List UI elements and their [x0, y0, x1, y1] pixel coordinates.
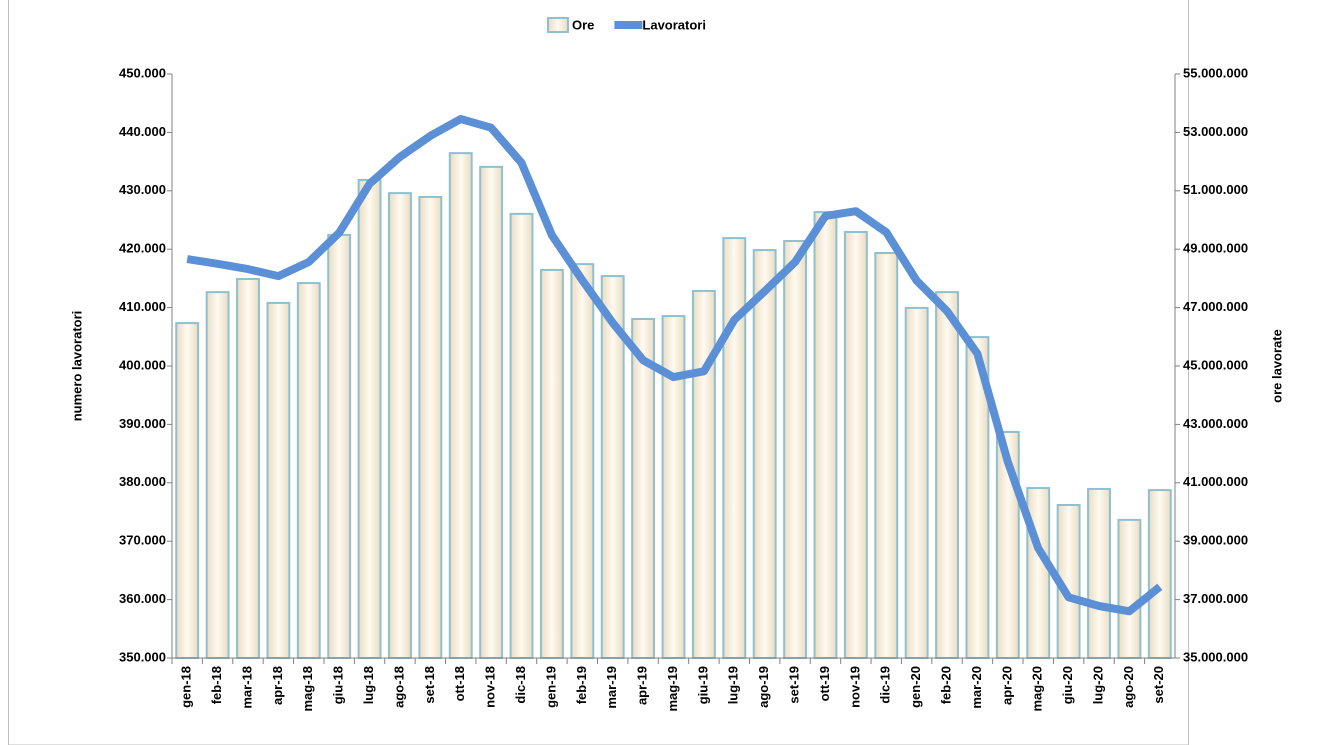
y-tick-label: 450.000 — [119, 65, 166, 80]
x-tick-label: giu-18 — [331, 666, 346, 704]
x-tick-label: set-19 — [787, 666, 802, 704]
x-tick-label: set-18 — [422, 666, 437, 704]
y2-tick-label: 53.000.000 — [1183, 124, 1248, 139]
bar — [722, 237, 747, 659]
y-tick-label: 370.000 — [119, 533, 166, 548]
bar — [1026, 487, 1051, 659]
bar — [175, 322, 200, 659]
x-tick-label: mar-19 — [604, 666, 619, 709]
x-tick-label: lug-20 — [1090, 666, 1105, 704]
bar — [327, 233, 352, 659]
bar — [1147, 489, 1172, 659]
y2-axis-title: ore lavorate — [1269, 329, 1284, 403]
x-tick-label: giu-20 — [1060, 666, 1075, 704]
y2-tick-label: 35.000.000 — [1183, 649, 1248, 664]
x-tick-label: gen-18 — [179, 666, 194, 708]
x-tick-label: ago-18 — [391, 666, 406, 708]
y2-tick-label: 41.000.000 — [1183, 474, 1248, 489]
y-tick-label: 350.000 — [119, 649, 166, 664]
bar — [691, 289, 716, 659]
x-tick-label: feb-19 — [574, 666, 589, 704]
y-tick-label: 420.000 — [119, 241, 166, 256]
x-tick-label: ago-20 — [1121, 666, 1136, 708]
legend-swatch — [547, 17, 569, 33]
bar — [266, 301, 291, 659]
chart-frame — [8, 0, 1189, 745]
bar — [570, 263, 595, 659]
y-tick-label: 410.000 — [119, 299, 166, 314]
y-tick-label: 360.000 — [119, 591, 166, 606]
legend-label: Ore — [572, 17, 594, 32]
y2-tick-label: 37.000.000 — [1183, 591, 1248, 606]
x-tick-label: apr-19 — [635, 666, 650, 705]
bar — [509, 212, 534, 659]
bar — [418, 195, 443, 659]
y-tick-label: 390.000 — [119, 416, 166, 431]
bar — [843, 230, 868, 660]
x-tick-label: gen-20 — [908, 666, 923, 708]
bar — [479, 165, 504, 660]
bar — [1117, 518, 1142, 659]
y-tick-label: 440.000 — [119, 124, 166, 139]
x-tick-label: feb-18 — [209, 666, 224, 704]
x-tick-label: set-20 — [1151, 666, 1166, 704]
x-tick-label: mar-18 — [239, 666, 254, 709]
bar — [874, 251, 899, 659]
x-tick-label: apr-20 — [999, 666, 1014, 705]
x-tick-label: mag-20 — [1030, 666, 1045, 712]
line — [186, 115, 1163, 616]
x-tick-label: giu-19 — [695, 666, 710, 704]
bar — [205, 291, 230, 659]
legend-label: Lavoratori — [642, 17, 706, 32]
y2-tick-label: 45.000.000 — [1183, 357, 1248, 372]
bar — [1087, 487, 1111, 659]
bar — [448, 152, 473, 660]
x-tick-label: mag-18 — [300, 666, 315, 712]
bar — [236, 277, 260, 659]
bar — [631, 317, 656, 659]
y2-tick-label: 55.000.000 — [1183, 65, 1248, 80]
y2-tick-label: 47.000.000 — [1183, 299, 1248, 314]
y2-tick-label: 51.000.000 — [1183, 182, 1248, 197]
x-tick-label: ago-19 — [756, 666, 771, 708]
bar — [388, 192, 412, 660]
bar — [539, 268, 564, 659]
x-tick-label: dic-19 — [878, 666, 893, 704]
x-tick-label: mar-20 — [969, 666, 984, 709]
y2-tick-label: 39.000.000 — [1183, 533, 1248, 548]
bar — [783, 240, 808, 660]
x-tick-label: ott-19 — [817, 666, 832, 701]
x-tick-label: dic-18 — [513, 666, 528, 704]
bar — [357, 178, 382, 659]
y2-tick-label: 43.000.000 — [1183, 416, 1248, 431]
bar — [813, 211, 838, 659]
x-tick-label: gen-19 — [543, 666, 558, 708]
x-tick-label: nov-18 — [483, 666, 498, 708]
bar — [296, 282, 321, 659]
x-tick-label: ott-18 — [452, 666, 467, 701]
y2-tick-label: 49.000.000 — [1183, 241, 1248, 256]
bar — [904, 306, 929, 659]
bar — [752, 249, 777, 660]
x-tick-label: lug-18 — [361, 666, 376, 704]
bar — [661, 315, 686, 659]
x-tick-label: lug-19 — [726, 666, 741, 704]
x-tick-label: nov-19 — [847, 666, 862, 708]
x-tick-label: feb-20 — [938, 666, 953, 704]
x-tick-label: apr-18 — [270, 666, 285, 705]
y-tick-label: 380.000 — [119, 474, 166, 489]
bar — [935, 291, 959, 659]
y-tick-label: 430.000 — [119, 182, 166, 197]
y-tick-label: 400.000 — [119, 357, 166, 372]
y-axis-title: numero lavoratori — [69, 311, 84, 422]
x-tick-label: mag-19 — [665, 666, 680, 712]
